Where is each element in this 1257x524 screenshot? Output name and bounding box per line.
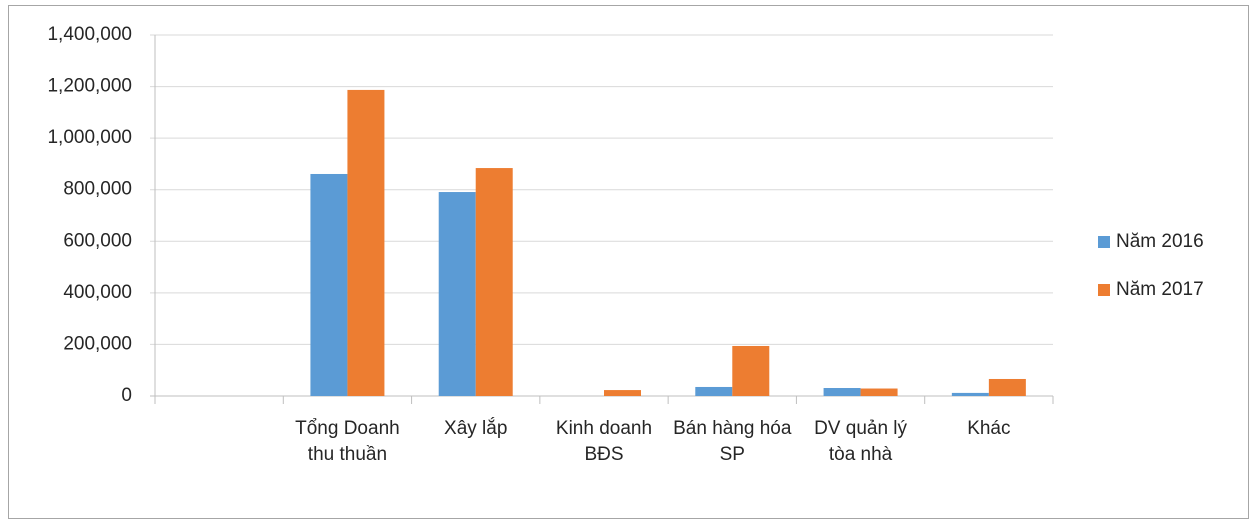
bar <box>310 173 348 396</box>
legend-label: Năm 2016 <box>1116 231 1204 252</box>
bar <box>860 388 898 396</box>
x-tick-label: Kinh doanh BĐS <box>555 418 653 465</box>
y-tick-label: 400,000 <box>63 282 132 303</box>
legend-swatch <box>1098 236 1110 248</box>
y-tick-label: 0 <box>121 385 132 406</box>
x-tick-label: Bán hàng hóa SP <box>673 418 792 465</box>
x-tick-label: Xây lắp <box>444 418 508 439</box>
bar <box>951 392 989 396</box>
bar <box>475 168 513 396</box>
bar <box>732 345 770 396</box>
y-tick-label: 200,000 <box>63 333 132 354</box>
legend-swatch <box>1098 284 1110 296</box>
bar <box>347 89 385 396</box>
bar <box>438 192 476 396</box>
x-tick-label: Khác <box>967 418 1011 439</box>
y-tick-label: 1,200,000 <box>47 76 132 97</box>
chart-border <box>8 5 1249 519</box>
bar <box>823 388 861 396</box>
legend-label: Năm 2017 <box>1116 279 1204 300</box>
y-tick-label: 600,000 <box>63 230 132 251</box>
bar <box>988 378 1026 396</box>
bar <box>604 390 641 396</box>
y-tick-label: 800,000 <box>63 179 132 200</box>
bar <box>695 386 733 396</box>
y-tick-label: 1,000,000 <box>47 127 132 148</box>
x-tick-label: DV quản lý tòa nhà <box>814 418 908 465</box>
x-tick-label: Tổng Doanh thu thuần <box>295 418 400 465</box>
y-tick-label: 1,400,000 <box>47 24 132 45</box>
